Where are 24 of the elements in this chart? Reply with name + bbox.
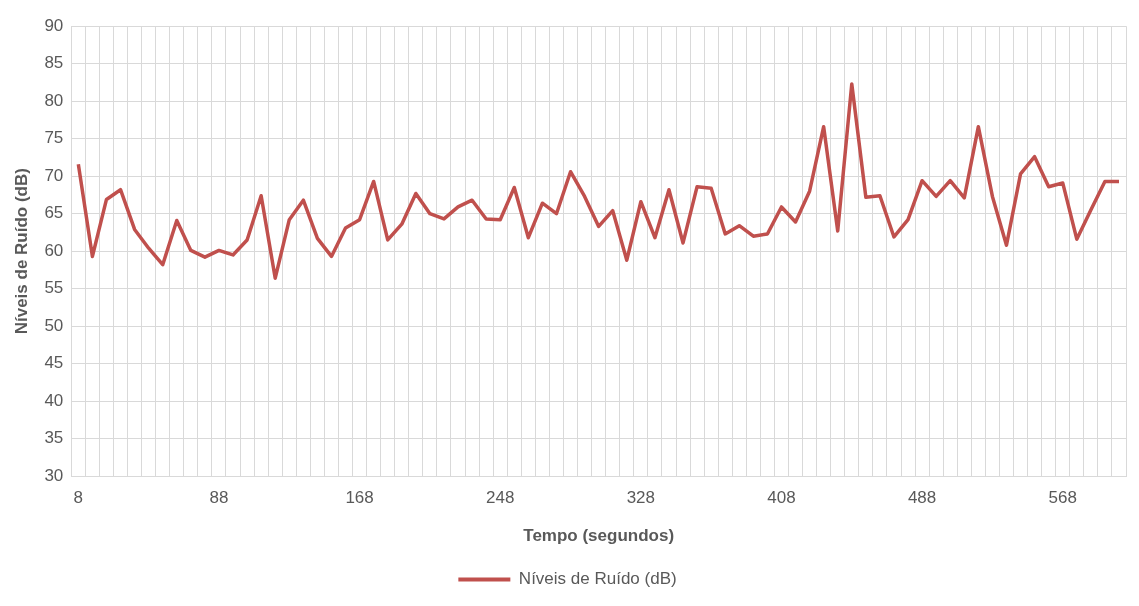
- y-tick-label: 70: [44, 165, 64, 185]
- x-tick-label: 488: [907, 488, 937, 508]
- y-tick-label: 85: [44, 53, 64, 73]
- y-axis-title: Níveis de Ruído (dB): [11, 168, 31, 335]
- y-tick-label: 55: [44, 278, 64, 298]
- y-tick-label: 35: [44, 428, 64, 448]
- x-tick-label: 568: [1048, 488, 1077, 508]
- y-tick-label: 40: [44, 390, 64, 410]
- y-tick-label: 90: [44, 15, 64, 35]
- x-tick-label: 408: [767, 488, 796, 508]
- y-tick-label: 75: [44, 128, 64, 148]
- y-tick-label: 65: [44, 203, 64, 223]
- x-tick-label: 88: [209, 488, 229, 508]
- y-tick-label: 30: [44, 465, 64, 485]
- x-axis-title: Tempo (segundos): [523, 526, 675, 546]
- x-tick-label: 168: [345, 488, 374, 508]
- y-tick-label: 80: [44, 90, 64, 110]
- x-tick-label: 8: [73, 488, 84, 508]
- x-tick-label: 328: [626, 488, 656, 508]
- y-tick-label: 60: [44, 240, 64, 260]
- legend-label: Níveis de Ruído (dB): [518, 569, 677, 589]
- x-tick-label: 248: [486, 488, 515, 508]
- y-tick-label: 50: [44, 315, 64, 335]
- y-tick-label: 45: [44, 353, 64, 373]
